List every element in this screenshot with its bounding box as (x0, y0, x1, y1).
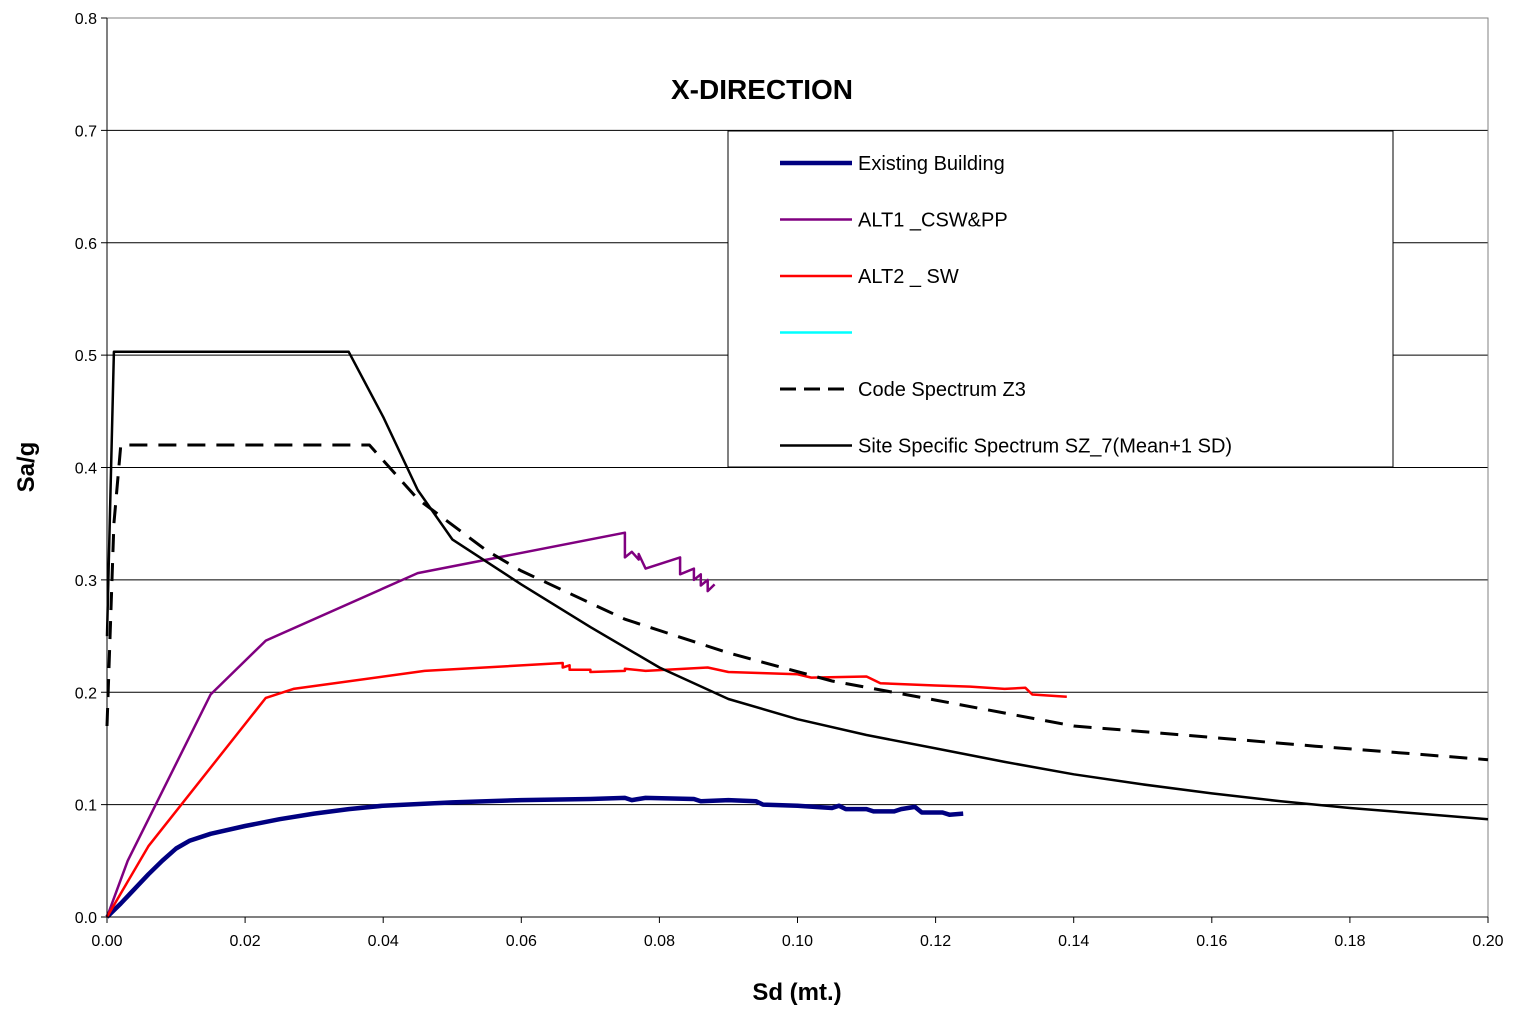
x-tick-label: 0.14 (1058, 933, 1089, 950)
series-layer (105, 350, 1489, 919)
y-tick-label: 0.4 (75, 461, 97, 478)
y-tick-label: 0.3 (75, 573, 97, 590)
series-line-5 (105, 350, 1489, 821)
x-axis-title: Sd (mt.) (752, 979, 841, 1006)
y-tick-label: 0.1 (75, 798, 97, 815)
legend-box (727, 130, 1394, 468)
legend-label-1: ALT1 _CSW&PP (858, 210, 1008, 232)
chart-title: X-DIRECTION (671, 74, 853, 105)
x-tick-label: 0.12 (920, 933, 951, 950)
series-line-1 (105, 531, 716, 918)
legend-label-5: Site Specific Spectrum SZ_7(Mean+1 SD) (858, 436, 1232, 458)
x-tick-label: 0.18 (1334, 933, 1365, 950)
y-axis-title: Sa/g (13, 442, 40, 493)
legend-label-0: Existing Building (858, 153, 1005, 175)
y-tick-label: 0.0 (75, 910, 97, 927)
legend: Existing Building ALT1 _CSW&PP ALT2 _ SW Co… (727, 130, 1394, 468)
y-tick-label: 0.6 (75, 236, 97, 253)
x-tick-label: 0.08 (644, 933, 675, 950)
x-tick-label: 0.16 (1196, 933, 1227, 950)
x-tick-label: 0.10 (782, 933, 813, 950)
x-tick-label: 0.02 (230, 933, 261, 950)
legend-label-2: ALT2 _ SW (858, 266, 959, 288)
x-tick-label: 0.04 (368, 933, 399, 950)
y-tick-label: 0.8 (75, 11, 97, 28)
y-tick-label: 0.2 (75, 685, 97, 702)
y-tick-label: 0.5 (75, 348, 97, 365)
series-line-0 (105, 795, 964, 919)
series-line-2 (105, 661, 1067, 918)
y-tick-label: 0.7 (75, 123, 97, 140)
x-tick-label: 0.20 (1472, 933, 1503, 950)
axis-layer: 0.0 0.1 0.2 0.3 0.4 0.5 0.6 0.7 0.8 0.00 0.02 0.04 0… (75, 11, 1504, 950)
x-tick-label: 0.06 (506, 933, 537, 950)
series-line-4 (105, 443, 1489, 762)
x-tick-label: 0.00 (91, 933, 122, 950)
legend-label-4: Code Spectrum Z3 (858, 379, 1026, 401)
